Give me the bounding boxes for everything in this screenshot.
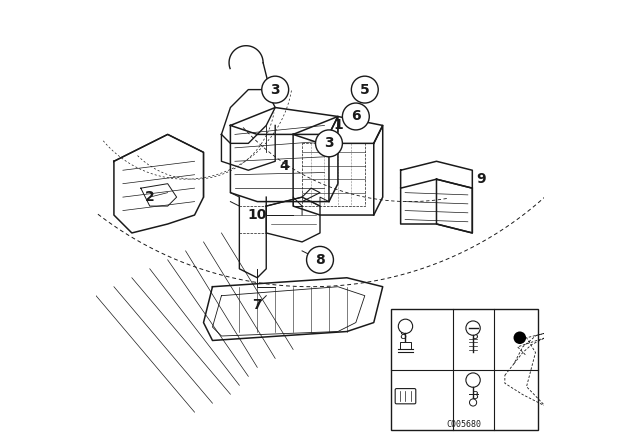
Text: 9: 9: [476, 172, 486, 186]
Bar: [391, 309, 538, 430]
Text: 5: 5: [472, 331, 479, 341]
Circle shape: [351, 76, 378, 103]
Circle shape: [342, 103, 369, 130]
Text: 3: 3: [270, 82, 280, 97]
Text: 2: 2: [145, 190, 155, 204]
Text: C005680: C005680: [447, 420, 482, 429]
Text: 3: 3: [472, 391, 479, 401]
Circle shape: [307, 246, 333, 273]
Text: 3: 3: [324, 136, 334, 151]
Text: 6: 6: [351, 109, 361, 124]
Text: 8: 8: [399, 331, 406, 341]
FancyBboxPatch shape: [395, 388, 416, 404]
Text: 1: 1: [333, 118, 343, 133]
Circle shape: [470, 399, 477, 406]
Circle shape: [262, 76, 289, 103]
Text: 5: 5: [360, 82, 370, 97]
Circle shape: [316, 130, 342, 157]
Text: 8: 8: [315, 253, 325, 267]
Text: 4: 4: [279, 159, 289, 173]
Bar: [400, 342, 411, 349]
Circle shape: [513, 332, 526, 344]
Circle shape: [398, 319, 413, 333]
Text: 7: 7: [252, 297, 262, 312]
Circle shape: [466, 373, 480, 387]
Text: 6: 6: [399, 391, 406, 401]
Circle shape: [466, 321, 480, 335]
Text: 10: 10: [248, 208, 267, 222]
